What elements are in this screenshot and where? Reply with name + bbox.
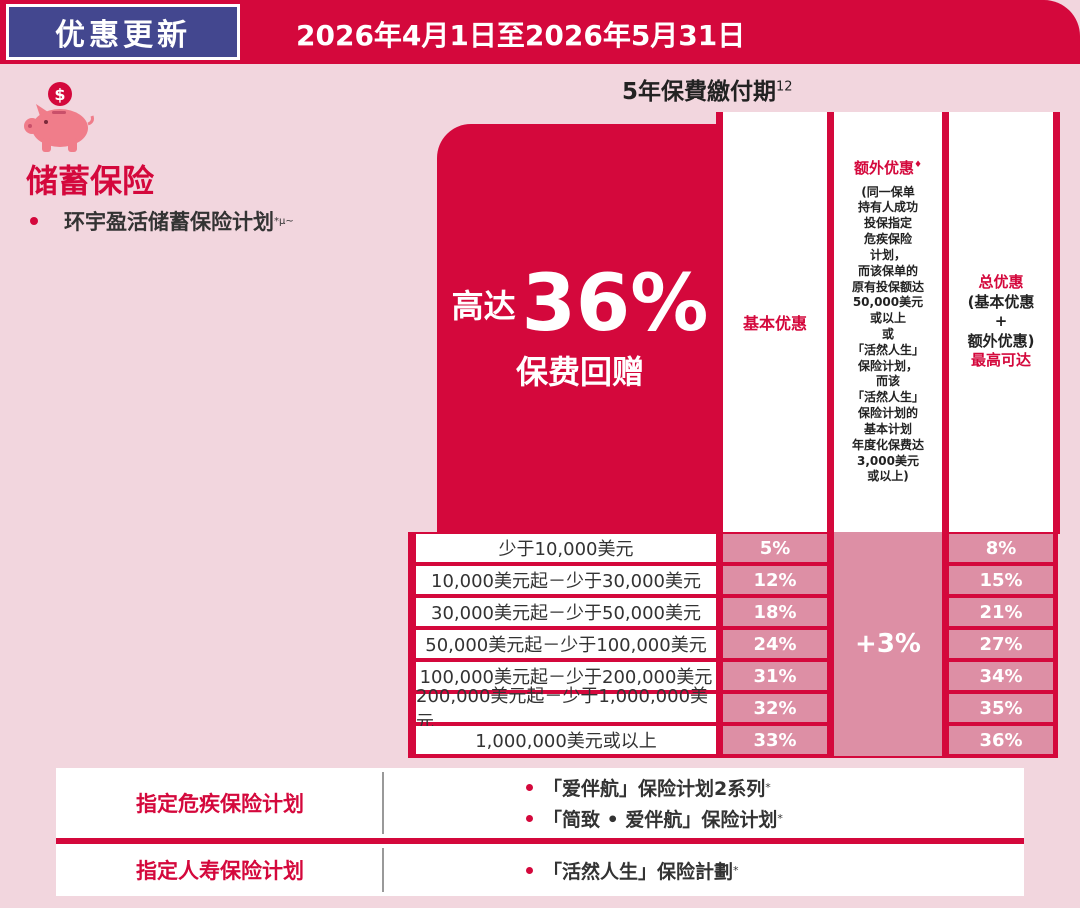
extra-offer-value: +3% [834,532,942,756]
plan-note: *µ~ [274,215,294,227]
designated-plan-item: 「爱伴航」保险计划2系列 * [526,774,1024,801]
payment-term-note: 12 [776,79,793,95]
column-divider [382,848,384,892]
column-divider [382,772,384,834]
tier-total-rate: 8% [949,534,1053,562]
bullet-icon [526,815,533,822]
bullet-icon [526,866,533,874]
tier-total-rate: 21% [949,598,1053,626]
offer-period: 2026年4月1日至2026年5月31日 [296,19,746,52]
bullet-icon [526,784,533,791]
tier-range: 50,000美元起－少于100,000美元 [416,630,716,658]
header-bar: 优惠更新 2026年4月1日至2026年5月31日 [0,0,1080,64]
highlight-value: 36% [521,259,709,349]
tier-base-rate: 12% [723,566,827,594]
category-title: 储蓄保险 [26,162,155,200]
designated-plan-list: 「爱伴航」保险计划2系列 * 「简致 • 爱伴航」保险计划 * [384,768,1024,838]
row-divider [56,838,1024,844]
highlight-prefix: 高达 [451,287,516,325]
total-offer-title: 总优惠 [978,273,1024,292]
designated-plan-name: 「活然人生」保险計劃 [543,860,734,883]
bullet-icon [30,217,38,225]
highlight-text: 保费回赠 [515,353,644,391]
svg-text:$: $ [54,85,65,104]
plan-name: 环宇盈活储蓄保险计划 [64,210,274,234]
payment-term-text: 5年保費繳付期 [622,79,777,105]
offer-update-badge: 优惠更新 [6,4,240,60]
tier-range: 10,000美元起－少于30,000美元 [416,566,716,594]
plan-list-item: 环宇盈活储蓄保险计划 *µ~ [30,206,294,236]
total-offer-max: 最高可达 [970,351,1031,370]
designated-plan-name: 「爱伴航」保险计划2系列 [543,778,766,800]
designated-label: 指定危疾保险计划 [136,792,304,816]
tier-base-rate: 24% [723,630,827,658]
designated-row-life: 指定人寿保险计划 「活然人生」保险計劃 * [56,844,1024,896]
tier-total-rate: 27% [949,630,1053,658]
tier-base-rate: 32% [723,694,827,722]
tier-range: 少于10,000美元 [416,534,716,562]
tier-range: 1,000,000美元或以上 [416,726,716,754]
tier-total-rate: 36% [949,726,1053,754]
designated-plans-table: 指定危疾保险计划 「爱伴航」保险计划2系列 * 「简致 • 爱伴航」保险计划 * 指… [56,768,1024,896]
tier-total-rate: 35% [949,694,1053,722]
extra-offer-condition: (同一保单 持有人成功 投保指定 危疾保险 计划， 而该保单的 原有投保额达 5… [851,184,924,484]
tier-base-rate: 33% [723,726,827,754]
designated-row-critical-illness: 指定危疾保险计划 「爱伴航」保险计划2系列 * 「简致 • 爱伴航」保险计划 * [56,768,1024,838]
tier-base-rate: 18% [723,598,827,626]
tier-base-rate: 5% [723,534,827,562]
payment-term-title: 5年保費繳付期12 [622,72,793,106]
tier-range: 100,000美元起－少于200,000美元 [416,662,716,690]
base-offer-title: 基本优惠 [742,314,807,333]
designated-plan-list: 「活然人生」保险計劃 * [384,844,1024,896]
designated-plan-item: 「简致 • 爱伴航」保险计划 * [526,805,1024,832]
total-offer-header: 总优惠 (基本优惠 + 额外优惠) 最高可达 [949,112,1053,532]
tier-total-rate: 15% [949,566,1053,594]
designated-plan-name: 「简致 • 爱伴航」保险计划 [543,809,778,831]
designated-label: 指定人寿保险计划 [136,859,304,883]
extra-offer-header: 额外优惠♦ (同一保单 持有人成功 投保指定 危疾保险 计划， 而该保单的 原有… [834,112,942,532]
tier-range: 200,000美元起－少于1,000,000美元 [416,686,716,733]
tier-total-rate: 34% [949,662,1053,690]
extra-offer-title: 额外优惠♦ [854,159,922,179]
designated-plan-item: 「活然人生」保险計劃 * [526,857,1024,884]
designated-plan-mark: * [733,863,739,877]
designated-plan-mark: * [777,812,783,825]
extra-offer-title-text: 额外优惠 [853,158,914,177]
max-rebate-highlight: 高达 36% 保费回赠 [437,124,723,534]
tier-base-rate: 31% [723,662,827,690]
designated-plan-mark: * [765,781,771,794]
base-offer-header: 基本优惠 [723,112,827,532]
piggy-bank-dollar-icon: $ [24,82,94,152]
tier-range: 30,000美元起－少于50,000美元 [416,598,716,626]
total-offer-breakdown: (基本优惠 + 额外优惠) [967,292,1035,350]
diamond-mark: ♦ [913,159,923,170]
